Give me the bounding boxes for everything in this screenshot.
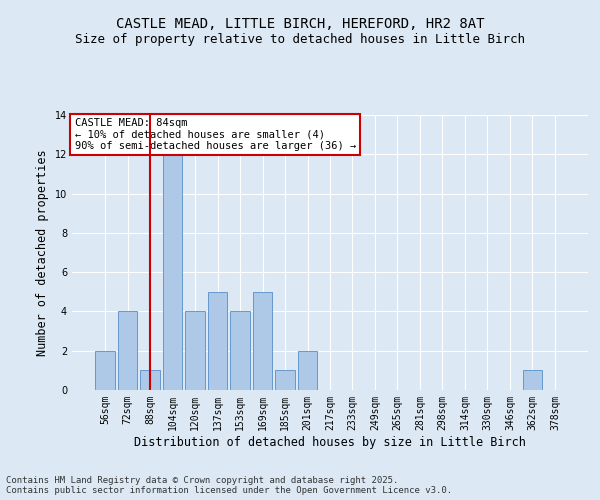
- Bar: [208, 292, 227, 390]
- Bar: [523, 370, 542, 390]
- Text: Size of property relative to detached houses in Little Birch: Size of property relative to detached ho…: [75, 32, 525, 46]
- Text: CASTLE MEAD: 84sqm
← 10% of detached houses are smaller (4)
90% of semi-detached: CASTLE MEAD: 84sqm ← 10% of detached hou…: [74, 118, 356, 151]
- Bar: [95, 350, 115, 390]
- Bar: [275, 370, 295, 390]
- Text: CASTLE MEAD, LITTLE BIRCH, HEREFORD, HR2 8AT: CASTLE MEAD, LITTLE BIRCH, HEREFORD, HR2…: [116, 18, 484, 32]
- Text: Contains HM Land Registry data © Crown copyright and database right 2025.
Contai: Contains HM Land Registry data © Crown c…: [6, 476, 452, 495]
- X-axis label: Distribution of detached houses by size in Little Birch: Distribution of detached houses by size …: [134, 436, 526, 448]
- Bar: [163, 154, 182, 390]
- Bar: [140, 370, 160, 390]
- Bar: [230, 312, 250, 390]
- Bar: [298, 350, 317, 390]
- Bar: [185, 312, 205, 390]
- Bar: [253, 292, 272, 390]
- Y-axis label: Number of detached properties: Number of detached properties: [36, 149, 49, 356]
- Bar: [118, 312, 137, 390]
